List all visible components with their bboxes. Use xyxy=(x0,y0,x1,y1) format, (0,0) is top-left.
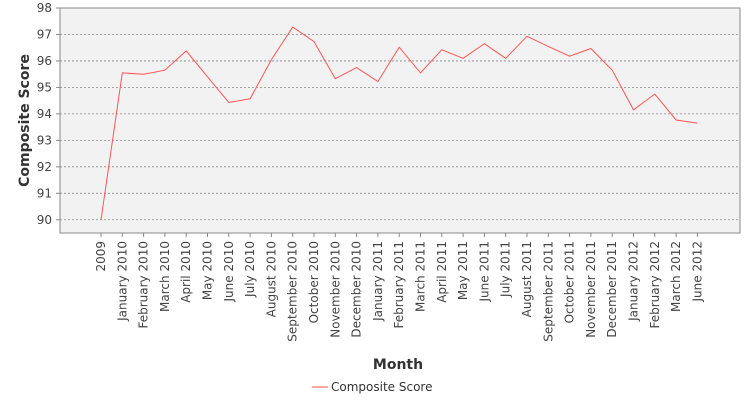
data-point xyxy=(419,71,422,74)
data-point xyxy=(675,118,678,121)
data-point xyxy=(313,40,316,43)
x-tick-label: March 2010 xyxy=(158,241,172,312)
series-layer xyxy=(100,26,699,221)
data-point xyxy=(589,47,592,50)
x-axis-title: Month xyxy=(373,357,423,373)
data-point xyxy=(653,93,656,96)
data-point xyxy=(376,80,379,83)
data-point xyxy=(121,71,124,74)
x-tick-label: December 2011 xyxy=(605,241,619,338)
data-point xyxy=(249,97,252,100)
x-tick-label: March 2012 xyxy=(669,241,683,312)
data-point xyxy=(462,57,465,60)
data-point xyxy=(206,75,209,78)
data-point xyxy=(504,57,507,60)
data-point xyxy=(398,46,401,49)
y-tick-label: 93 xyxy=(37,133,52,147)
y-tick-label: 97 xyxy=(37,27,52,41)
data-point xyxy=(227,101,230,104)
data-point xyxy=(632,108,635,111)
x-tick-label: August 2011 xyxy=(520,241,534,317)
x-tick-label: February 2010 xyxy=(137,241,151,329)
x-tick-label: October 2011 xyxy=(563,241,577,323)
x-tick-label: February 2011 xyxy=(392,241,406,329)
data-point xyxy=(483,42,486,45)
data-point xyxy=(142,73,145,76)
data-point xyxy=(440,48,443,51)
x-tick-label: November 2011 xyxy=(584,241,598,338)
x-tick-label: May 2010 xyxy=(201,241,215,300)
data-point xyxy=(334,77,337,80)
legend: Composite Score xyxy=(312,380,432,394)
data-point xyxy=(185,49,188,52)
x-tick-label: May 2011 xyxy=(456,241,470,300)
x-tick-label: 2009 xyxy=(94,241,108,272)
x-axis-ticks: 2009 January 2010 February 2010 March 2010 A… xyxy=(94,233,704,342)
x-tick-label: April 2010 xyxy=(179,241,193,303)
data-point xyxy=(355,66,358,69)
data-point xyxy=(163,69,166,72)
x-tick-label: November 2010 xyxy=(328,241,342,338)
grid xyxy=(60,7,740,221)
data-point xyxy=(100,218,103,221)
data-point xyxy=(270,58,273,61)
y-axis-ticks: 90 91 92 93 94 95 96 97 98 xyxy=(37,1,60,227)
data-point xyxy=(568,55,571,58)
data-point xyxy=(526,35,529,38)
y-tick-label: 90 xyxy=(37,213,52,227)
y-tick-label: 92 xyxy=(37,160,52,174)
series-line xyxy=(100,26,698,220)
plot-area xyxy=(59,7,741,234)
data-point xyxy=(611,69,614,72)
y-tick-label: 96 xyxy=(37,54,52,68)
x-tick-label: December 2010 xyxy=(350,241,364,338)
x-tick-label: February 2012 xyxy=(648,241,662,329)
x-tick-label: January 2011 xyxy=(371,241,385,322)
x-tick-label: June 2010 xyxy=(222,241,236,303)
data-point xyxy=(291,26,294,29)
data-point xyxy=(547,45,550,48)
x-tick-label: June 2012 xyxy=(690,241,704,303)
x-tick-label: September 2010 xyxy=(286,241,300,342)
x-tick-label: September 2011 xyxy=(541,241,555,342)
x-tick-label: August 2010 xyxy=(264,241,278,317)
x-tick-label: July 2010 xyxy=(243,241,257,298)
x-tick-label: October 2010 xyxy=(307,241,321,323)
x-tick-label: March 2011 xyxy=(414,241,428,312)
x-tick-label: July 2011 xyxy=(499,241,513,298)
y-tick-label: 91 xyxy=(37,186,52,200)
y-axis-title: Composite Score xyxy=(17,54,33,187)
y-tick-label: 98 xyxy=(37,1,52,15)
x-tick-label: June 2011 xyxy=(477,241,491,303)
legend-label: Composite Score xyxy=(331,380,432,394)
data-point xyxy=(696,122,699,125)
y-tick-label: 94 xyxy=(37,107,52,121)
x-tick-label: January 2010 xyxy=(115,241,129,322)
x-tick-label: January 2012 xyxy=(627,241,641,322)
y-tick-label: 95 xyxy=(37,80,52,94)
x-tick-label: April 2011 xyxy=(435,241,449,303)
